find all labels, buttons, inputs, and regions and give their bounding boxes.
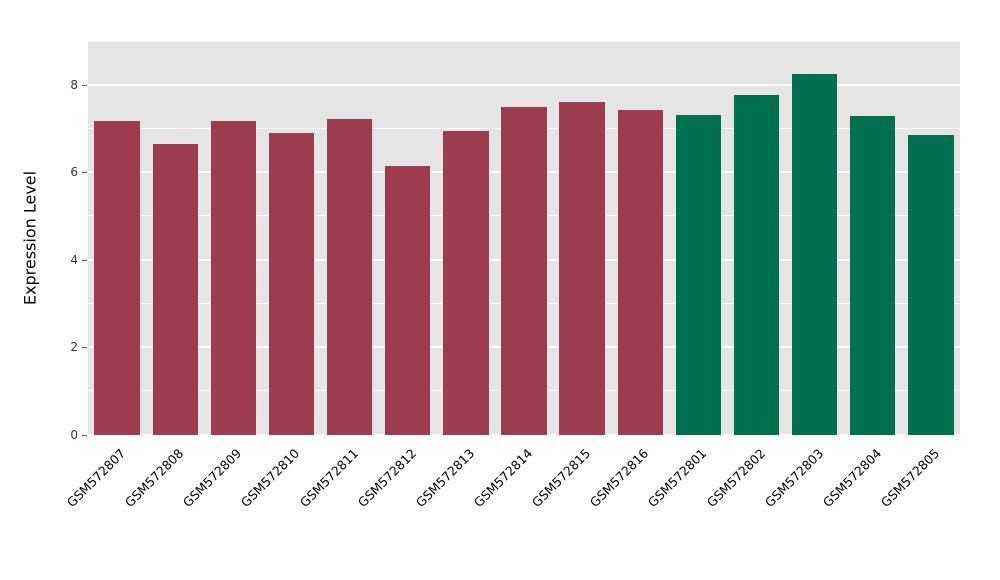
- y-tick-mark: [82, 347, 87, 349]
- bar-GSM572802: [733, 94, 780, 435]
- x-tick-label: GSM572802: [703, 445, 768, 511]
- x-tick-label: GSM572811: [296, 445, 361, 511]
- x-tick-label: GSM572813: [412, 445, 478, 511]
- bar-GSM572805: [908, 135, 954, 435]
- x-tick-label: GSM572808: [121, 445, 187, 511]
- y-tick-label: 6: [70, 165, 78, 180]
- bar-GSM572809: [210, 121, 256, 435]
- y-tick-mark: [82, 435, 87, 436]
- bar-GSM572816: [617, 110, 663, 435]
- y-tick-label: 4: [70, 252, 78, 267]
- y-tick-label: 2: [70, 340, 78, 355]
- major-gridline: [88, 83, 960, 86]
- bar-GSM572815: [559, 101, 605, 435]
- x-tick-label: GSM572804: [819, 445, 884, 511]
- x-tick-label: GSM572805: [877, 445, 943, 511]
- x-tick-label: GSM572809: [180, 445, 245, 511]
- y-tick-mark: [82, 172, 87, 174]
- bar-GSM572803: [791, 73, 838, 435]
- bar-GSM572814: [501, 106, 547, 435]
- bar-GSM572812: [385, 165, 431, 435]
- x-tick-label: GSM572810: [238, 445, 303, 511]
- bar-GSM572808: [152, 143, 198, 435]
- x-tick-label: GSM572816: [587, 445, 652, 511]
- x-tick-label: GSM572801: [645, 445, 710, 511]
- bar-GSM572804: [850, 115, 896, 435]
- x-tick-label: GSM572803: [761, 445, 826, 511]
- bar-GSM572807: [94, 121, 140, 435]
- y-tick-mark: [82, 84, 87, 86]
- chart-panel: [88, 42, 960, 436]
- bar-GSM572811: [326, 119, 373, 435]
- bar-GSM572813: [443, 130, 489, 435]
- bar-GSM572801: [675, 114, 722, 435]
- x-tick-label: GSM572807: [63, 445, 129, 511]
- x-tick-label: GSM572812: [354, 445, 419, 511]
- y-tick-label: 0: [70, 428, 78, 442]
- bar-GSM572810: [268, 133, 315, 435]
- major-gridline: [88, 434, 960, 436]
- y-tick-label: 8: [70, 77, 78, 92]
- x-tick-label: GSM572815: [528, 445, 594, 511]
- x-tick-label: GSM572814: [470, 445, 536, 511]
- y-axis-label-text: Expression Level: [20, 170, 40, 306]
- y-tick-mark: [82, 259, 87, 261]
